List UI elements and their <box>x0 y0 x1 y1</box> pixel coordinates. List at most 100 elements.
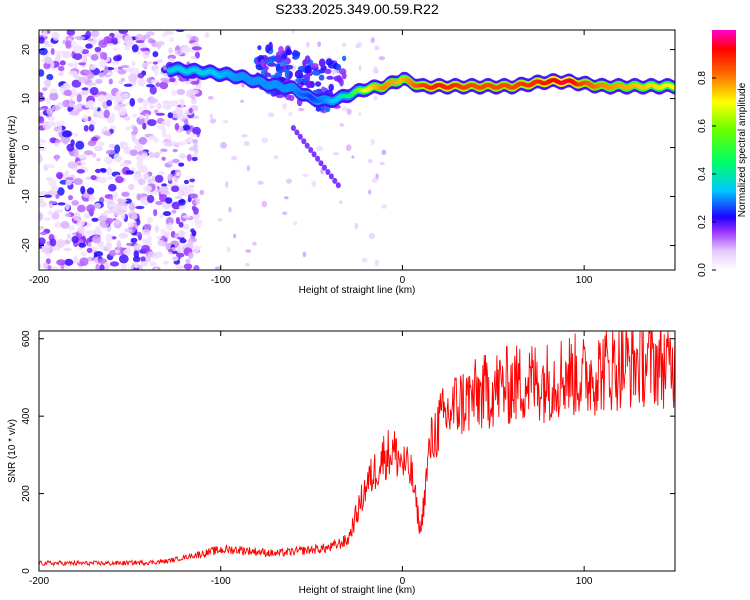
noise-blob <box>77 204 86 213</box>
noise-blob <box>182 215 191 219</box>
colorbar: 0.0 0.2 0.4 0.6 0.8 Normalized spectral ampl… <box>697 30 748 277</box>
noise-blob <box>174 232 179 239</box>
noise-blob <box>50 48 55 55</box>
noise-blob <box>123 83 133 87</box>
noise-blob <box>125 170 134 175</box>
y-tick-label: 0 <box>21 568 32 574</box>
noise-blob <box>153 104 162 108</box>
noise-blob <box>73 148 79 158</box>
noise-blob <box>86 82 97 87</box>
noise-blob <box>67 161 78 169</box>
noise-blob <box>179 238 187 244</box>
noise-blob <box>241 82 245 88</box>
signal-blob <box>314 88 324 94</box>
noise-blob <box>119 162 129 167</box>
noise-blob <box>43 217 52 221</box>
noise-blob <box>192 126 202 135</box>
noise-blob <box>361 257 368 263</box>
noise-blob <box>39 237 46 246</box>
noise-blob <box>171 158 180 164</box>
noise-blob <box>39 143 43 147</box>
noise-blob <box>88 124 95 132</box>
noise-blob <box>245 263 250 267</box>
signal-blob <box>268 41 273 51</box>
noise-blob <box>168 222 173 230</box>
noise-blob <box>98 141 105 147</box>
noise-blob <box>243 141 250 146</box>
noise-blob <box>167 112 173 119</box>
signal-blob <box>267 62 277 67</box>
noise-blob <box>76 94 83 103</box>
noise-blob <box>189 178 196 183</box>
noise-blob <box>286 178 292 184</box>
signal-blob <box>264 58 269 65</box>
noise-blob <box>42 30 48 37</box>
signal-blob <box>315 81 322 87</box>
noise-blob <box>57 125 63 133</box>
noise-blob <box>297 107 305 112</box>
noise-blob <box>140 256 147 263</box>
noise-blob <box>78 76 88 83</box>
noise-blob <box>142 50 150 59</box>
noise-blob <box>57 65 65 72</box>
noise-blob <box>159 81 169 90</box>
noise-blob <box>176 114 185 120</box>
noise-blob <box>73 61 78 70</box>
noise-blob <box>214 266 222 270</box>
noise-blob <box>257 180 264 185</box>
colorbar-gradient <box>712 30 736 270</box>
signal-blob <box>301 138 307 145</box>
noise-blob <box>114 144 121 154</box>
noise-blob <box>120 263 127 270</box>
signal-blob <box>304 55 311 64</box>
noise-blob <box>149 261 157 267</box>
noise-blob <box>193 265 200 270</box>
noise-blob <box>126 67 133 73</box>
noise-blob <box>99 51 105 60</box>
noise-blob <box>39 197 44 203</box>
noise-blob <box>85 30 92 39</box>
signal-blob <box>275 93 284 99</box>
noise-blob <box>131 113 138 118</box>
snr-xlabel: Height of straight line (km) <box>299 585 416 596</box>
noise-blob <box>178 205 186 210</box>
noise-blob <box>341 106 348 112</box>
noise-blob <box>95 168 101 174</box>
noise-blob <box>346 108 352 115</box>
noise-blob <box>55 120 65 126</box>
noise-blob <box>189 186 194 193</box>
noise-blob <box>153 267 159 270</box>
noise-blob <box>168 248 174 253</box>
noise-blob <box>121 93 130 99</box>
noise-blob <box>147 119 157 127</box>
noise-blob <box>246 165 251 172</box>
noise-blob <box>95 79 103 84</box>
noise-blob <box>97 94 106 103</box>
noise-blob <box>81 87 90 91</box>
signal-blob <box>308 147 314 153</box>
noise-blob <box>145 113 150 118</box>
noise-blob <box>186 154 192 162</box>
noise-blob <box>71 200 79 206</box>
noise-blob <box>174 49 183 56</box>
noise-blob <box>187 240 193 249</box>
noise-blob <box>138 136 148 145</box>
noise-blob <box>86 256 95 262</box>
x-tick-label: -200 <box>29 576 49 587</box>
noise-blob <box>43 262 49 269</box>
noise-blob <box>124 45 131 51</box>
noise-blob <box>188 107 193 114</box>
noise-blob <box>72 40 77 50</box>
noise-blob <box>171 89 177 96</box>
noise-blob <box>162 211 172 217</box>
spectrogram-marks <box>39 30 675 270</box>
noise-blob <box>64 258 74 266</box>
noise-blob <box>345 144 352 151</box>
noise-blob <box>273 155 279 160</box>
x-tick-label: 100 <box>576 275 593 286</box>
noise-blob <box>105 241 112 250</box>
signal-blob <box>310 63 319 68</box>
noise-blob <box>156 59 164 63</box>
noise-blob <box>288 111 293 117</box>
noise-blob <box>182 223 190 230</box>
